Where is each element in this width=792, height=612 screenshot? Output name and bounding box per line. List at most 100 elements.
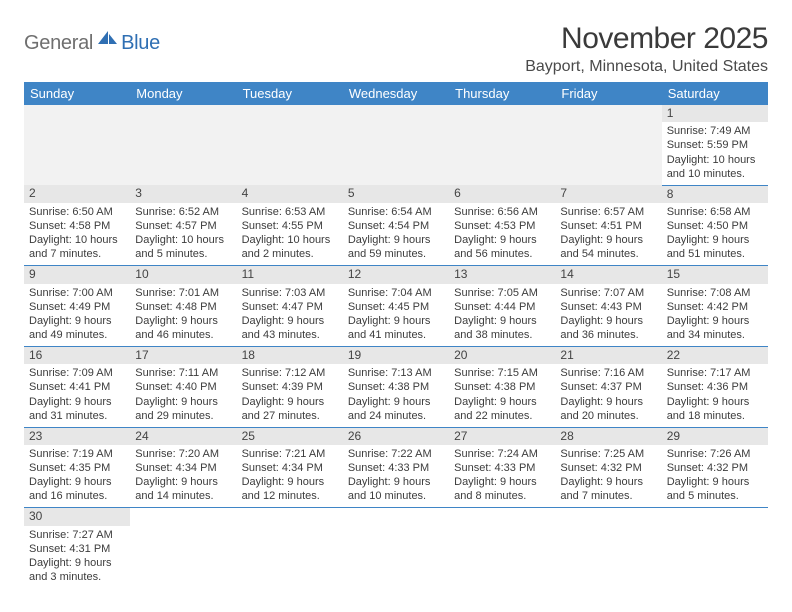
day-body: Sunrise: 7:24 AMSunset: 4:33 PMDaylight:… [449, 445, 555, 507]
sunrise-text: Sunrise: 7:07 AM [560, 286, 656, 300]
day-number: 2 [24, 185, 130, 202]
calendar-cell [237, 508, 343, 588]
calendar-cell [449, 105, 555, 185]
daylight-text: Daylight: 9 hours and 20 minutes. [560, 395, 656, 423]
sunset-text: Sunset: 4:44 PM [454, 300, 550, 314]
day-number: 11 [237, 266, 343, 283]
header: General Blue November 2025 Bayport, Minn… [24, 22, 768, 76]
sunrise-text: Sunrise: 6:50 AM [29, 205, 125, 219]
daylight-text: Daylight: 9 hours and 51 minutes. [667, 233, 763, 261]
daylight-text: Daylight: 9 hours and 3 minutes. [29, 556, 125, 584]
sunrise-text: Sunrise: 7:26 AM [667, 447, 763, 461]
sunset-text: Sunset: 4:55 PM [242, 219, 338, 233]
weekday-header: Tuesday [237, 82, 343, 105]
sunset-text: Sunset: 4:47 PM [242, 300, 338, 314]
day-number: 7 [555, 185, 661, 202]
daylight-text: Daylight: 9 hours and 27 minutes. [242, 395, 338, 423]
daylight-text: Daylight: 10 hours and 10 minutes. [667, 153, 763, 181]
calendar-cell: 10Sunrise: 7:01 AMSunset: 4:48 PMDayligh… [130, 266, 236, 347]
calendar-cell: 25Sunrise: 7:21 AMSunset: 4:34 PMDayligh… [237, 427, 343, 508]
day-body: Sunrise: 7:49 AMSunset: 5:59 PMDaylight:… [662, 122, 768, 184]
day-number: 20 [449, 347, 555, 364]
calendar-cell: 9Sunrise: 7:00 AMSunset: 4:49 PMDaylight… [24, 266, 130, 347]
day-number: 10 [130, 266, 236, 283]
day-number: 21 [555, 347, 661, 364]
logo-sail-icon [97, 30, 119, 51]
day-body: Sunrise: 7:01 AMSunset: 4:48 PMDaylight:… [130, 284, 236, 346]
sunrise-text: Sunrise: 7:22 AM [348, 447, 444, 461]
sunrise-text: Sunrise: 7:12 AM [242, 366, 338, 380]
calendar-cell: 26Sunrise: 7:22 AMSunset: 4:33 PMDayligh… [343, 427, 449, 508]
daylight-text: Daylight: 9 hours and 46 minutes. [135, 314, 231, 342]
day-body: Sunrise: 7:03 AMSunset: 4:47 PMDaylight:… [237, 284, 343, 346]
calendar-cell: 24Sunrise: 7:20 AMSunset: 4:34 PMDayligh… [130, 427, 236, 508]
sunset-text: Sunset: 4:39 PM [242, 380, 338, 394]
logo-text-gray: General [24, 32, 93, 55]
sunset-text: Sunset: 4:40 PM [135, 380, 231, 394]
day-body: Sunrise: 6:52 AMSunset: 4:57 PMDaylight:… [130, 203, 236, 265]
daylight-text: Daylight: 10 hours and 7 minutes. [29, 233, 125, 261]
day-body: Sunrise: 6:54 AMSunset: 4:54 PMDaylight:… [343, 203, 449, 265]
calendar-cell: 20Sunrise: 7:15 AMSunset: 4:38 PMDayligh… [449, 347, 555, 428]
calendar-cell [24, 105, 130, 185]
weekday-header: Sunday [24, 82, 130, 105]
day-body: Sunrise: 7:04 AMSunset: 4:45 PMDaylight:… [343, 284, 449, 346]
sunrise-text: Sunrise: 6:57 AM [560, 205, 656, 219]
day-body: Sunrise: 7:26 AMSunset: 4:32 PMDaylight:… [662, 445, 768, 507]
sunset-text: Sunset: 4:50 PM [667, 219, 763, 233]
sunset-text: Sunset: 4:36 PM [667, 380, 763, 394]
day-number: 16 [24, 347, 130, 364]
sunset-text: Sunset: 4:53 PM [454, 219, 550, 233]
page-title: November 2025 [525, 22, 768, 56]
sunset-text: Sunset: 4:34 PM [135, 461, 231, 475]
calendar-cell [662, 508, 768, 588]
calendar-cell [237, 105, 343, 185]
daylight-text: Daylight: 9 hours and 49 minutes. [29, 314, 125, 342]
day-body: Sunrise: 7:09 AMSunset: 4:41 PMDaylight:… [24, 364, 130, 426]
sunset-text: Sunset: 4:41 PM [29, 380, 125, 394]
day-body: Sunrise: 7:25 AMSunset: 4:32 PMDaylight:… [555, 445, 661, 507]
logo-text-blue: Blue [121, 32, 160, 55]
calendar-cell: 5Sunrise: 6:54 AMSunset: 4:54 PMDaylight… [343, 185, 449, 266]
weekday-header: Friday [555, 82, 661, 105]
calendar-cell [130, 105, 236, 185]
sunset-text: Sunset: 4:33 PM [454, 461, 550, 475]
day-body: Sunrise: 7:27 AMSunset: 4:31 PMDaylight:… [24, 526, 130, 588]
sunrise-text: Sunrise: 7:16 AM [560, 366, 656, 380]
calendar-cell: 19Sunrise: 7:13 AMSunset: 4:38 PMDayligh… [343, 347, 449, 428]
sunrise-text: Sunrise: 7:13 AM [348, 366, 444, 380]
calendar-cell: 7Sunrise: 6:57 AMSunset: 4:51 PMDaylight… [555, 185, 661, 266]
day-body: Sunrise: 7:22 AMSunset: 4:33 PMDaylight:… [343, 445, 449, 507]
day-number: 12 [343, 266, 449, 283]
daylight-text: Daylight: 10 hours and 5 minutes. [135, 233, 231, 261]
sunset-text: Sunset: 4:42 PM [667, 300, 763, 314]
day-number: 19 [343, 347, 449, 364]
title-block: November 2025 Bayport, Minnesota, United… [525, 22, 768, 76]
calendar-week-row: 23Sunrise: 7:19 AMSunset: 4:35 PMDayligh… [24, 427, 768, 508]
sunrise-text: Sunrise: 7:05 AM [454, 286, 550, 300]
daylight-text: Daylight: 9 hours and 16 minutes. [29, 475, 125, 503]
sunrise-text: Sunrise: 6:54 AM [348, 205, 444, 219]
sunset-text: Sunset: 4:48 PM [135, 300, 231, 314]
calendar-cell [555, 508, 661, 588]
calendar-cell: 16Sunrise: 7:09 AMSunset: 4:41 PMDayligh… [24, 347, 130, 428]
day-number: 6 [449, 185, 555, 202]
day-body: Sunrise: 7:19 AMSunset: 4:35 PMDaylight:… [24, 445, 130, 507]
day-body: Sunrise: 6:56 AMSunset: 4:53 PMDaylight:… [449, 203, 555, 265]
calendar-cell [130, 508, 236, 588]
sunset-text: Sunset: 4:45 PM [348, 300, 444, 314]
sunset-text: Sunset: 4:49 PM [29, 300, 125, 314]
sunset-text: Sunset: 4:32 PM [667, 461, 763, 475]
calendar-cell: 17Sunrise: 7:11 AMSunset: 4:40 PMDayligh… [130, 347, 236, 428]
calendar-week-row: 1Sunrise: 7:49 AMSunset: 5:59 PMDaylight… [24, 105, 768, 185]
weekday-header: Thursday [449, 82, 555, 105]
sunrise-text: Sunrise: 7:04 AM [348, 286, 444, 300]
calendar-cell: 22Sunrise: 7:17 AMSunset: 4:36 PMDayligh… [662, 347, 768, 428]
calendar-cell: 3Sunrise: 6:52 AMSunset: 4:57 PMDaylight… [130, 185, 236, 266]
day-body: Sunrise: 7:07 AMSunset: 4:43 PMDaylight:… [555, 284, 661, 346]
sunset-text: Sunset: 4:38 PM [348, 380, 444, 394]
calendar-cell: 30Sunrise: 7:27 AMSunset: 4:31 PMDayligh… [24, 508, 130, 588]
day-number: 22 [662, 347, 768, 364]
daylight-text: Daylight: 9 hours and 5 minutes. [667, 475, 763, 503]
calendar-cell: 15Sunrise: 7:08 AMSunset: 4:42 PMDayligh… [662, 266, 768, 347]
